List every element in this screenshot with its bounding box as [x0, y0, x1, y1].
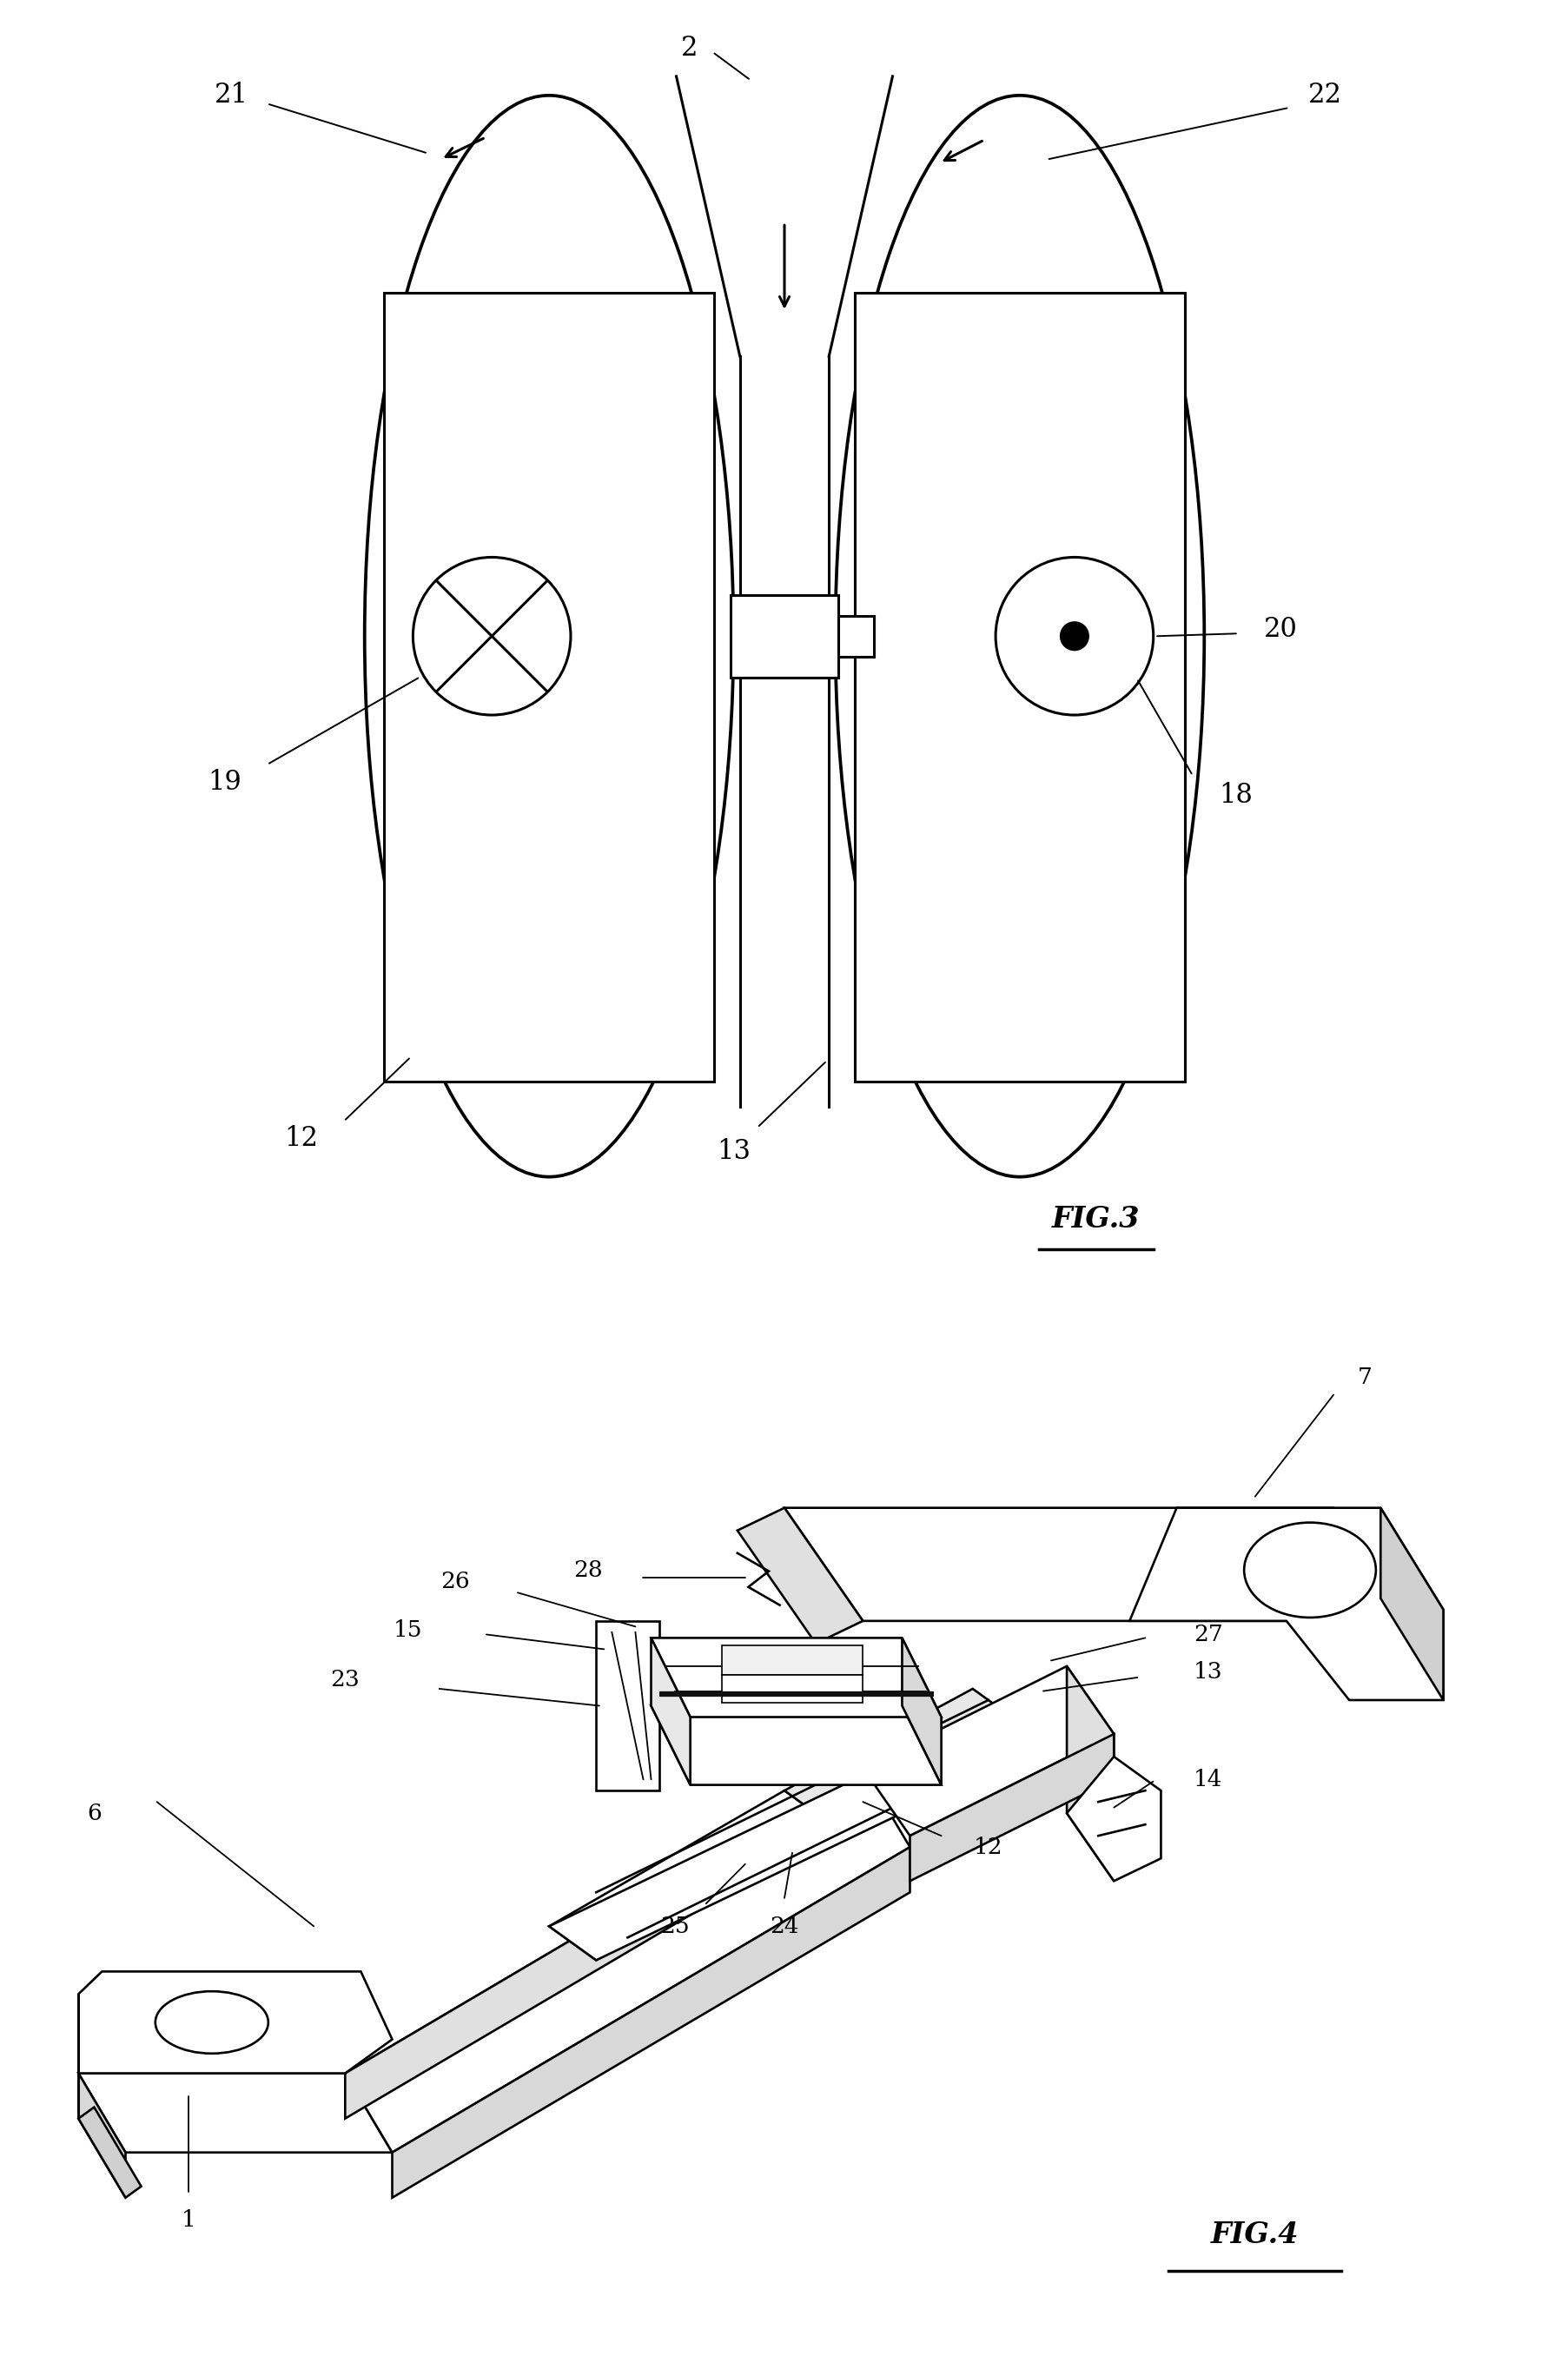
Text: 20: 20: [1262, 617, 1297, 643]
Text: 15: 15: [394, 1619, 422, 1640]
Text: 1: 1: [180, 2210, 196, 2231]
Polygon shape: [784, 1508, 1411, 1621]
Text: 28: 28: [574, 1560, 602, 1581]
Polygon shape: [651, 1706, 941, 1786]
Bar: [384, 292, 713, 1081]
Text: 26: 26: [441, 1571, 469, 1593]
Text: 23: 23: [331, 1668, 359, 1692]
Circle shape: [1243, 1522, 1375, 1619]
Polygon shape: [78, 2106, 141, 2198]
Ellipse shape: [364, 97, 734, 1178]
Polygon shape: [862, 1666, 1113, 1835]
Polygon shape: [651, 1637, 941, 1718]
Ellipse shape: [155, 1991, 268, 2054]
Polygon shape: [78, 1972, 392, 2073]
Polygon shape: [651, 1637, 690, 1786]
Polygon shape: [549, 1791, 831, 1960]
Text: 21: 21: [213, 82, 248, 108]
Text: 2: 2: [681, 35, 698, 61]
Circle shape: [1060, 622, 1088, 650]
Text: 6: 6: [86, 1802, 102, 1824]
Polygon shape: [909, 1734, 1113, 1880]
Circle shape: [996, 558, 1152, 714]
Polygon shape: [345, 1767, 909, 2153]
Polygon shape: [1066, 1758, 1160, 1880]
Text: 14: 14: [1193, 1769, 1221, 1791]
Text: 27: 27: [1193, 1623, 1221, 1644]
Polygon shape: [1333, 1508, 1411, 1677]
Text: 12: 12: [974, 1835, 1002, 1859]
Bar: [731, 594, 837, 679]
Polygon shape: [902, 1637, 941, 1786]
Circle shape: [412, 558, 571, 714]
Ellipse shape: [834, 97, 1204, 1178]
Text: 22: 22: [1308, 82, 1341, 108]
Polygon shape: [78, 2073, 392, 2153]
Bar: [837, 615, 873, 657]
Text: 25: 25: [660, 1915, 688, 1937]
Polygon shape: [784, 1689, 1019, 1824]
Polygon shape: [721, 1675, 862, 1703]
Text: 7: 7: [1356, 1366, 1372, 1388]
Polygon shape: [78, 2073, 125, 2198]
Polygon shape: [1066, 1666, 1113, 1880]
Polygon shape: [721, 1647, 862, 1675]
Text: FIG.4: FIG.4: [1210, 2219, 1298, 2250]
Polygon shape: [345, 1767, 862, 2118]
Polygon shape: [596, 1621, 659, 1791]
Polygon shape: [549, 1722, 1019, 1960]
Text: 12: 12: [284, 1126, 318, 1152]
Text: 13: 13: [717, 1138, 750, 1164]
Polygon shape: [1129, 1508, 1443, 1701]
Text: 19: 19: [207, 768, 241, 796]
Polygon shape: [737, 1508, 862, 1644]
Text: 18: 18: [1218, 782, 1253, 808]
Text: FIG.3: FIG.3: [1052, 1206, 1140, 1235]
Polygon shape: [1380, 1508, 1443, 1701]
Text: 24: 24: [770, 1915, 798, 1937]
Polygon shape: [392, 1847, 909, 2198]
Text: 13: 13: [1193, 1661, 1221, 1682]
Bar: [855, 292, 1184, 1081]
